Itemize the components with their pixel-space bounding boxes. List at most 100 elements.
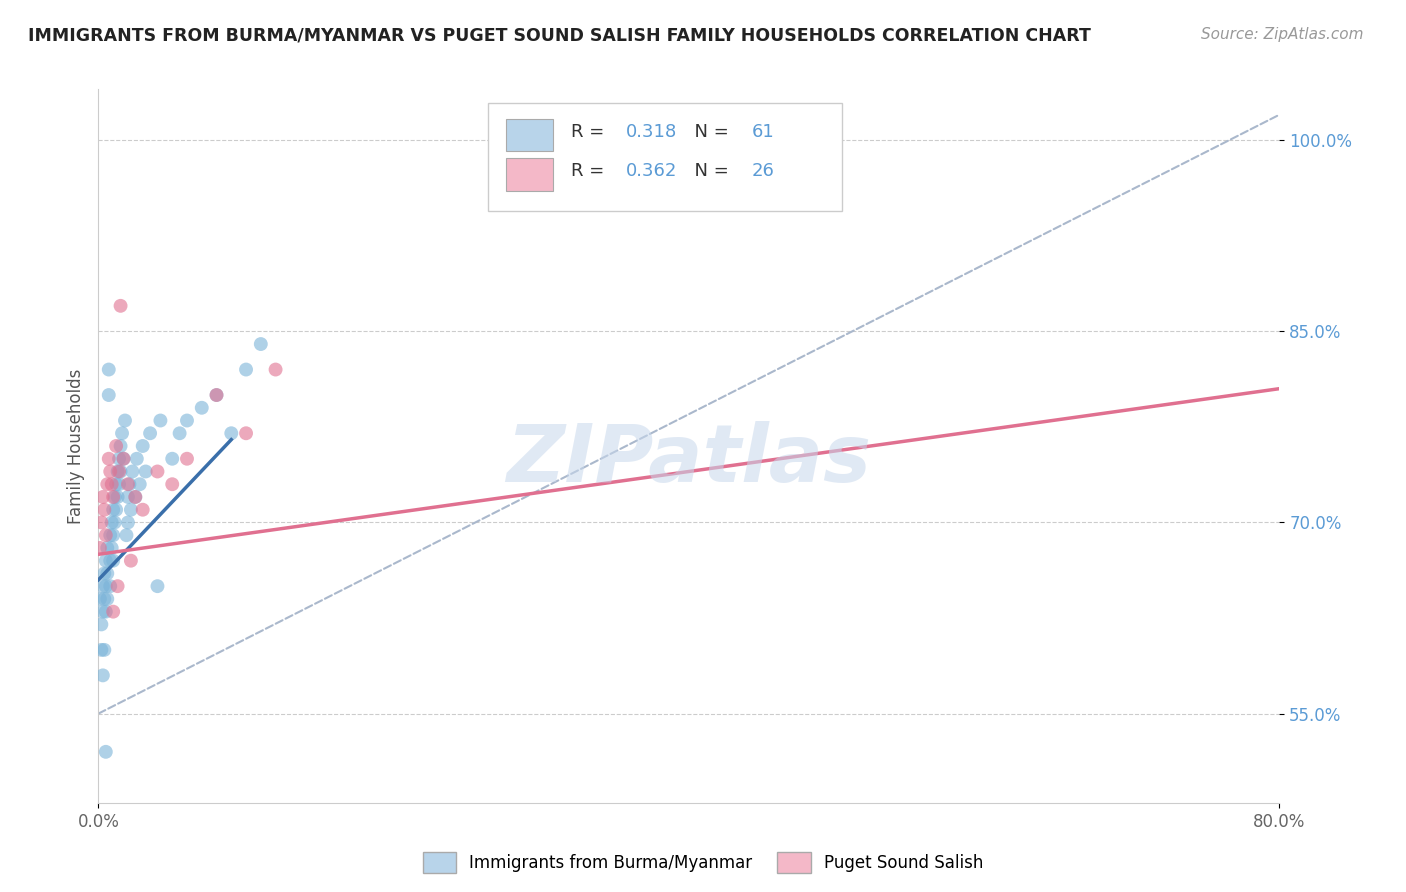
Text: Source: ZipAtlas.com: Source: ZipAtlas.com	[1201, 27, 1364, 42]
Text: 0.362: 0.362	[626, 162, 678, 180]
Point	[107, 465, 129, 479]
Point	[98, 465, 121, 479]
Point	[191, 401, 214, 415]
Point	[98, 579, 121, 593]
Bar	[488, 103, 842, 211]
Text: R =: R =	[571, 123, 610, 141]
Point	[108, 477, 131, 491]
Point	[115, 528, 138, 542]
Point	[98, 528, 121, 542]
Point	[112, 451, 135, 466]
Point	[103, 554, 125, 568]
Point	[93, 502, 115, 516]
Point	[108, 451, 131, 466]
Point	[120, 502, 142, 516]
Point	[96, 566, 118, 581]
Point	[104, 516, 127, 530]
Point	[103, 490, 125, 504]
Point	[105, 477, 128, 491]
Text: N =: N =	[683, 123, 734, 141]
Point	[94, 579, 117, 593]
Point	[132, 502, 155, 516]
Text: N =: N =	[683, 162, 734, 180]
Point	[93, 643, 115, 657]
Legend: Immigrants from Burma/Myanmar, Puget Sound Salish: Immigrants from Burma/Myanmar, Puget Sou…	[416, 846, 990, 880]
Point	[111, 426, 134, 441]
Point	[93, 591, 115, 606]
Point	[149, 413, 172, 427]
Point	[96, 541, 118, 555]
Point	[100, 541, 122, 555]
Point	[250, 337, 273, 351]
Point	[132, 439, 155, 453]
Point	[97, 451, 120, 466]
Point	[94, 528, 117, 542]
Point	[125, 451, 148, 466]
Point	[90, 516, 112, 530]
Point	[117, 477, 139, 491]
Point	[162, 451, 183, 466]
Point	[112, 451, 135, 466]
Point	[121, 465, 143, 479]
Bar	[506, 159, 553, 191]
Point	[235, 426, 257, 441]
Point	[117, 490, 139, 504]
Point	[118, 477, 141, 491]
Point	[176, 451, 198, 466]
Point	[94, 605, 117, 619]
Point	[100, 477, 122, 491]
Point	[91, 579, 114, 593]
Point	[96, 477, 118, 491]
Point	[205, 388, 228, 402]
Point	[146, 465, 169, 479]
Point	[89, 541, 111, 555]
Point	[103, 502, 125, 516]
Point	[91, 490, 114, 504]
Point	[100, 516, 122, 530]
Point	[94, 554, 117, 568]
Point	[264, 362, 287, 376]
Point	[114, 413, 136, 427]
Point	[107, 490, 129, 504]
Text: IMMIGRANTS FROM BURMA/MYANMAR VS PUGET SOUND SALISH FAMILY HOUSEHOLDS CORRELATIO: IMMIGRANTS FROM BURMA/MYANMAR VS PUGET S…	[28, 27, 1091, 45]
Point	[97, 388, 120, 402]
Text: 61: 61	[752, 123, 775, 141]
Text: 26: 26	[752, 162, 775, 180]
Point	[90, 643, 112, 657]
Point	[146, 579, 169, 593]
Point	[169, 426, 191, 441]
Point	[120, 554, 142, 568]
Point	[91, 605, 114, 619]
Y-axis label: Family Households: Family Households	[66, 368, 84, 524]
Point	[117, 516, 139, 530]
Point	[162, 477, 183, 491]
Point	[89, 591, 111, 606]
Point	[107, 579, 129, 593]
Point	[96, 591, 118, 606]
Point	[90, 617, 112, 632]
Point	[105, 502, 128, 516]
Point	[108, 465, 131, 479]
Point	[110, 465, 132, 479]
Point	[176, 413, 198, 427]
Bar	[506, 120, 553, 152]
Point	[103, 528, 125, 542]
Point	[93, 566, 115, 581]
Point	[124, 490, 146, 504]
Point	[94, 745, 117, 759]
Point	[97, 362, 120, 376]
Point	[110, 439, 132, 453]
Point	[139, 426, 162, 441]
Point	[98, 554, 121, 568]
Point	[91, 668, 114, 682]
Point	[104, 490, 127, 504]
Point	[135, 465, 157, 479]
Text: ZIPatlas: ZIPatlas	[506, 421, 872, 500]
Point	[110, 299, 132, 313]
Point	[128, 477, 150, 491]
Point	[103, 605, 125, 619]
Point	[105, 439, 128, 453]
Point	[205, 388, 228, 402]
Text: R =: R =	[571, 162, 610, 180]
Point	[221, 426, 243, 441]
